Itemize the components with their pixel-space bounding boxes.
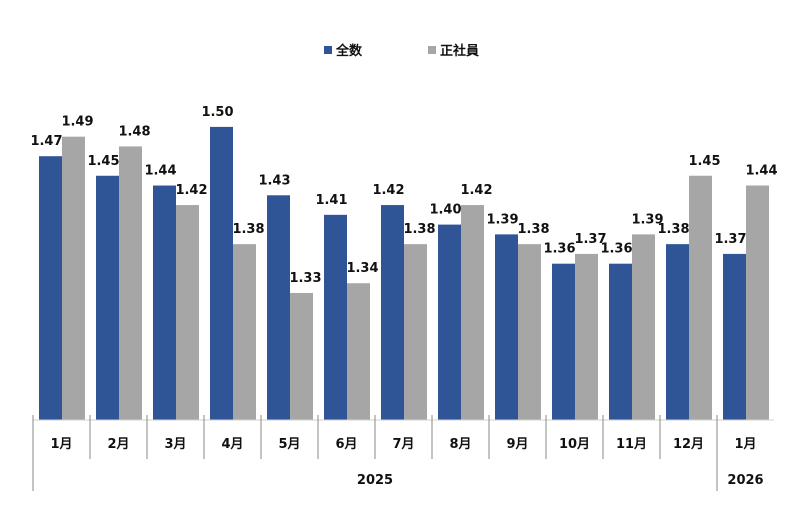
bar-regular (290, 292, 313, 420)
category-tick-label: 1月 (734, 437, 756, 452)
bar-all (153, 185, 176, 420)
bar-regular (347, 283, 370, 420)
data-label: 1.47 (30, 134, 62, 149)
data-label: 1.40 (429, 203, 461, 218)
bar-regular (176, 205, 199, 420)
bar-all (96, 175, 119, 420)
bar-regular (575, 253, 598, 420)
category-tick-label: 6月 (335, 437, 357, 452)
data-label: 1.50 (201, 105, 233, 120)
data-label: 1.39 (486, 212, 518, 227)
category-tick-label: 7月 (392, 437, 414, 452)
year-label: 2025 (357, 473, 393, 488)
data-label: 1.45 (688, 154, 720, 169)
data-label: 1.42 (460, 183, 492, 198)
bar-all (438, 224, 461, 420)
data-label: 1.43 (258, 173, 290, 188)
category-tick-label: 10月 (559, 437, 590, 452)
legend-label-regular: 正社員 (440, 43, 479, 59)
category-tick-label: 1月 (50, 437, 72, 452)
data-label: 1.37 (574, 232, 606, 247)
data-label: 1.37 (714, 232, 746, 247)
bar-all (552, 263, 575, 420)
data-label: 1.38 (517, 222, 549, 237)
legend: 全数 正社員 (324, 43, 479, 59)
data-label: 1.38 (657, 222, 689, 237)
bar-all (210, 126, 233, 421)
legend-swatch-all (324, 46, 332, 54)
bar-all (381, 205, 404, 420)
bar-regular (233, 244, 256, 420)
category-tick-label: 3月 (164, 437, 186, 452)
bar-all (39, 156, 62, 420)
data-label: 1.48 (118, 124, 150, 139)
data-label: 1.33 (289, 271, 321, 286)
category-tick-label: 12月 (673, 437, 704, 452)
bar-regular (119, 146, 142, 420)
bar-regular (746, 185, 769, 420)
data-label: 1.34 (346, 261, 378, 276)
category-tick-label: 5月 (278, 437, 300, 452)
bar-all (666, 244, 689, 420)
category-tick-label: 2月 (107, 437, 129, 452)
legend-label-all: 全数 (335, 43, 363, 59)
bar-all (495, 234, 518, 420)
category-tick-label: 4月 (221, 437, 243, 452)
data-label: 1.38 (232, 222, 264, 237)
data-label: 1.49 (61, 115, 93, 130)
data-label: 1.41 (315, 193, 347, 208)
bar-regular (689, 175, 712, 420)
data-label: 1.42 (175, 183, 207, 198)
bar-all (324, 214, 347, 420)
data-label: 1.42 (372, 183, 404, 198)
bar-regular (518, 244, 541, 420)
bar-all (267, 195, 290, 420)
category-tick-label: 9月 (506, 437, 528, 452)
data-label: 1.36 (543, 242, 575, 257)
data-label: 1.38 (403, 222, 435, 237)
category-tick-label: 8月 (449, 437, 471, 452)
data-label: 1.36 (600, 242, 632, 257)
bar-regular (461, 205, 484, 420)
bar-regular (404, 244, 427, 420)
bar-all (609, 263, 632, 420)
year-label: 2026 (727, 473, 763, 488)
data-label: 1.44 (745, 164, 777, 179)
bar-regular (632, 234, 655, 420)
legend-swatch-regular (428, 46, 436, 54)
data-label: 1.39 (631, 212, 663, 227)
bar-all (723, 253, 746, 420)
bar-regular (62, 136, 85, 421)
data-label: 1.44 (144, 164, 176, 179)
data-label: 1.45 (87, 154, 119, 169)
category-tick-label: 11月 (616, 437, 647, 452)
